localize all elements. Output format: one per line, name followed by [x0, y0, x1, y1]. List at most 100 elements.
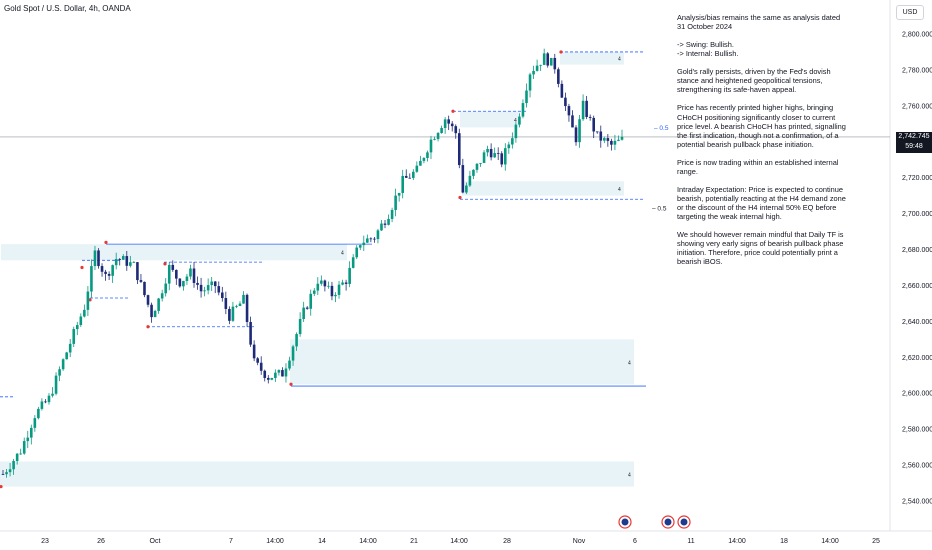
currency-button[interactable]: USD	[896, 5, 924, 20]
candle-body	[143, 281, 146, 296]
candle-body	[447, 119, 450, 124]
candle	[380, 220, 383, 232]
candle-body	[97, 250, 100, 267]
candle	[54, 372, 58, 396]
y-tick-label: 2,680.000	[902, 247, 932, 254]
candle-body	[47, 395, 51, 403]
candle-body	[574, 127, 578, 143]
candle-body	[242, 294, 245, 304]
candle	[457, 128, 461, 169]
candle	[557, 67, 560, 88]
candle	[433, 136, 436, 141]
candle-body	[426, 152, 429, 158]
x-tick-label: 25	[872, 538, 880, 545]
candle	[238, 301, 242, 307]
candle-body	[394, 195, 397, 210]
candle-body	[564, 97, 567, 107]
candle	[263, 369, 267, 382]
candle-body	[132, 262, 136, 263]
candle-body	[578, 119, 581, 143]
y-tick-label: 2,800.000	[902, 32, 932, 39]
candle	[419, 155, 422, 166]
candle	[394, 188, 397, 217]
candle	[553, 53, 557, 74]
candle	[373, 236, 376, 243]
candle-body	[535, 65, 539, 71]
candle	[242, 291, 245, 304]
candle-body	[419, 160, 422, 166]
analysis-paragraph: Price has recently printed higher highs,…	[677, 103, 846, 149]
y-tick-label: 2,580.000	[902, 427, 932, 434]
candle-body	[121, 256, 125, 260]
candle-body	[316, 283, 320, 291]
candle-body	[175, 269, 178, 279]
candle-body	[171, 264, 175, 270]
last-price-tag: 2,742.745 59:48	[896, 132, 932, 153]
candle-body	[256, 358, 259, 363]
candle	[574, 125, 578, 146]
candle	[518, 113, 521, 128]
candle-body	[263, 370, 267, 378]
candle-body	[486, 148, 489, 153]
candle-body	[252, 344, 256, 359]
analysis-paragraph: Analysis/bias remains the same as analys…	[677, 13, 841, 32]
candle-body	[90, 266, 93, 292]
candle-body	[29, 427, 33, 438]
symbol-title[interactable]: Gold Spot / U.S. Dollar, 4h, OANDA	[4, 4, 131, 13]
candle	[486, 145, 489, 157]
candle	[75, 321, 79, 336]
candle-body	[620, 136, 624, 140]
analysis-paragraph: -> Swing: Bullish. -> Internal: Bullish.	[677, 40, 739, 59]
swing-marker	[0, 485, 3, 489]
candle	[224, 291, 228, 315]
candle-body	[231, 306, 235, 321]
candle-body	[617, 139, 620, 141]
candle-body	[167, 264, 171, 284]
candle	[546, 52, 550, 68]
candle	[564, 92, 567, 112]
eq-label: – 0.5	[652, 206, 667, 213]
candle-body	[443, 119, 447, 128]
candle-body	[203, 290, 206, 292]
candle	[320, 275, 323, 286]
candle-body	[330, 285, 334, 297]
candle-body	[26, 437, 30, 442]
candle-body	[83, 309, 86, 317]
candle	[252, 340, 256, 362]
candle	[578, 115, 581, 148]
candle-body	[182, 280, 185, 287]
candle-body	[528, 74, 532, 91]
candle-body	[249, 321, 252, 345]
candle	[620, 129, 624, 141]
candle	[132, 260, 136, 263]
candle-body	[129, 262, 132, 266]
x-tick-label: 14:00	[728, 538, 746, 545]
x-tick-label: 6	[633, 538, 637, 545]
candle-body	[489, 148, 493, 158]
candle	[68, 338, 72, 358]
candle-body	[185, 276, 189, 281]
candle-body	[472, 169, 475, 176]
candle-body	[518, 116, 521, 125]
candle-body	[221, 292, 224, 299]
candle-body	[557, 69, 560, 84]
candle	[157, 297, 160, 314]
candle-body	[383, 223, 387, 225]
candle	[436, 131, 440, 142]
candle-body	[19, 453, 22, 455]
candle	[136, 261, 139, 284]
candle-body	[362, 242, 366, 246]
candle-body	[8, 469, 12, 473]
candle	[284, 363, 288, 383]
zone-marker: 4	[628, 360, 631, 366]
candle	[592, 115, 596, 139]
x-tick-label: 14:00	[359, 538, 377, 545]
candle	[249, 316, 252, 347]
candle	[581, 94, 585, 121]
candle	[281, 367, 284, 377]
candle	[86, 286, 90, 317]
candle	[8, 462, 12, 477]
candle	[358, 244, 362, 251]
candle-body	[107, 273, 111, 276]
